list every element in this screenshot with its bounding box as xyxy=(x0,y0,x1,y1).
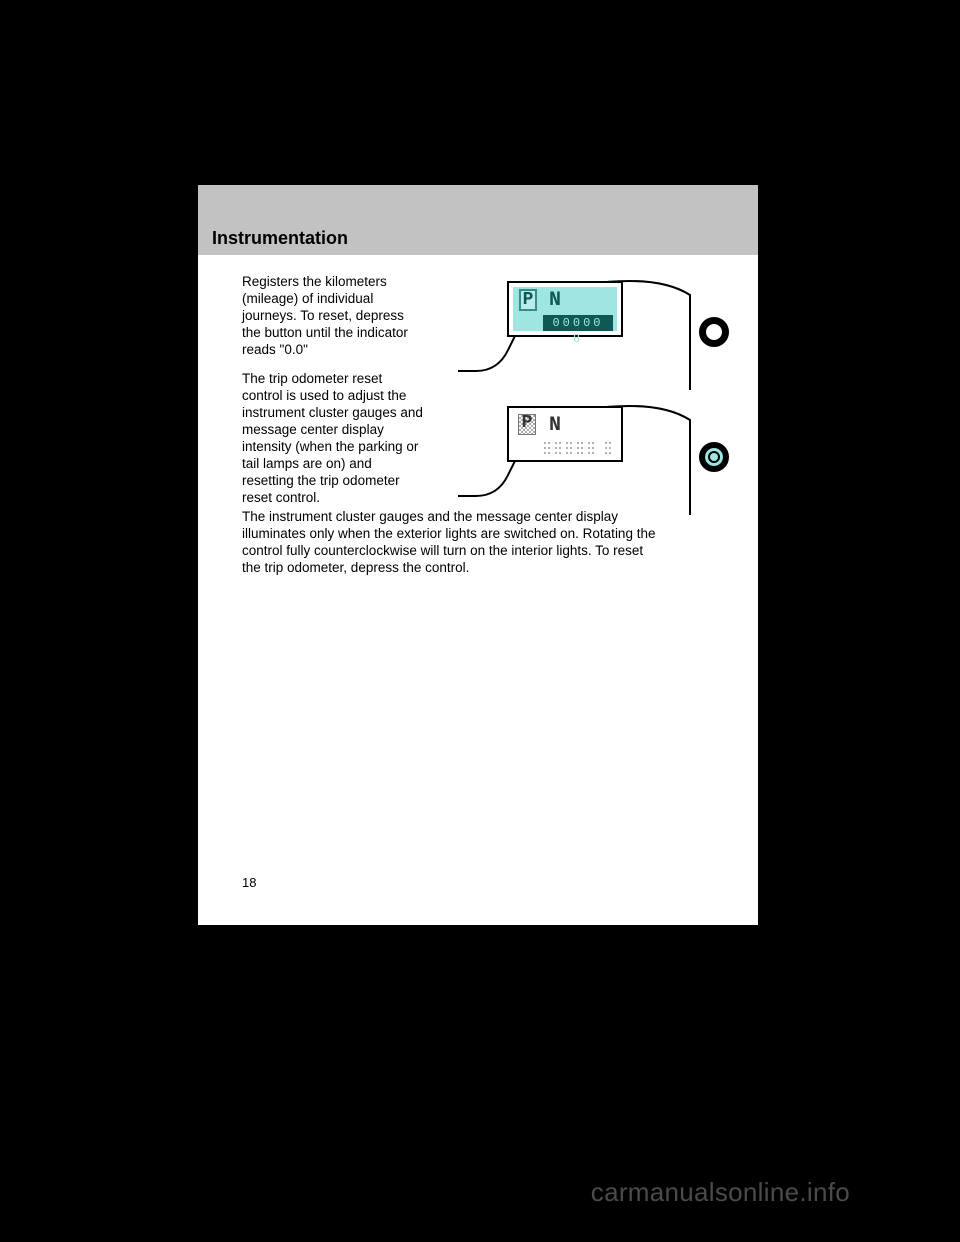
reset-knob-highlighted-icon xyxy=(699,442,729,472)
segment-digit xyxy=(604,441,613,455)
page-title: Instrumentation xyxy=(212,228,348,249)
gear-neutral-indicator: N xyxy=(549,289,561,312)
lcd-screen-on: P N 00000 8 xyxy=(513,287,617,331)
lcd-display-off: P N xyxy=(507,406,623,462)
manual-page: Instrumentation Registers the kilometers… xyxy=(198,185,758,925)
odometer-reading: 00000 8 xyxy=(543,315,613,331)
segment-digit xyxy=(554,441,563,455)
header-bar: Instrumentation xyxy=(198,185,758,255)
gear-park-indicator-off: P xyxy=(518,414,536,435)
page-number: 18 xyxy=(242,875,256,890)
odometer-illustration-lit: P N 00000 8 xyxy=(458,275,743,390)
odometer-illustration-reset: P N xyxy=(458,400,743,515)
trip-paragraph: Registers the kilometers (mileage) of in… xyxy=(242,273,452,358)
gear-neutral-indicator-off: N xyxy=(549,414,561,437)
lcd-display: P N 00000 8 xyxy=(507,281,623,337)
lcd-screen-off: P N xyxy=(513,412,617,456)
segment-digit xyxy=(587,441,596,455)
watermark-text: carmanualsonline.info xyxy=(591,1177,850,1208)
reset-paragraph-2: The instrument cluster gauges and the me… xyxy=(242,508,718,576)
reset-knob-icon xyxy=(699,317,729,347)
segment-digit xyxy=(576,441,585,455)
segment-digit xyxy=(543,441,552,455)
segment-digit xyxy=(565,441,574,455)
content-area: Registers the kilometers (mileage) of in… xyxy=(198,255,758,576)
reset-paragraph: The trip odometer reset control is used … xyxy=(242,370,452,506)
gear-park-indicator: P xyxy=(519,289,537,311)
odometer-segments-off xyxy=(543,441,613,455)
